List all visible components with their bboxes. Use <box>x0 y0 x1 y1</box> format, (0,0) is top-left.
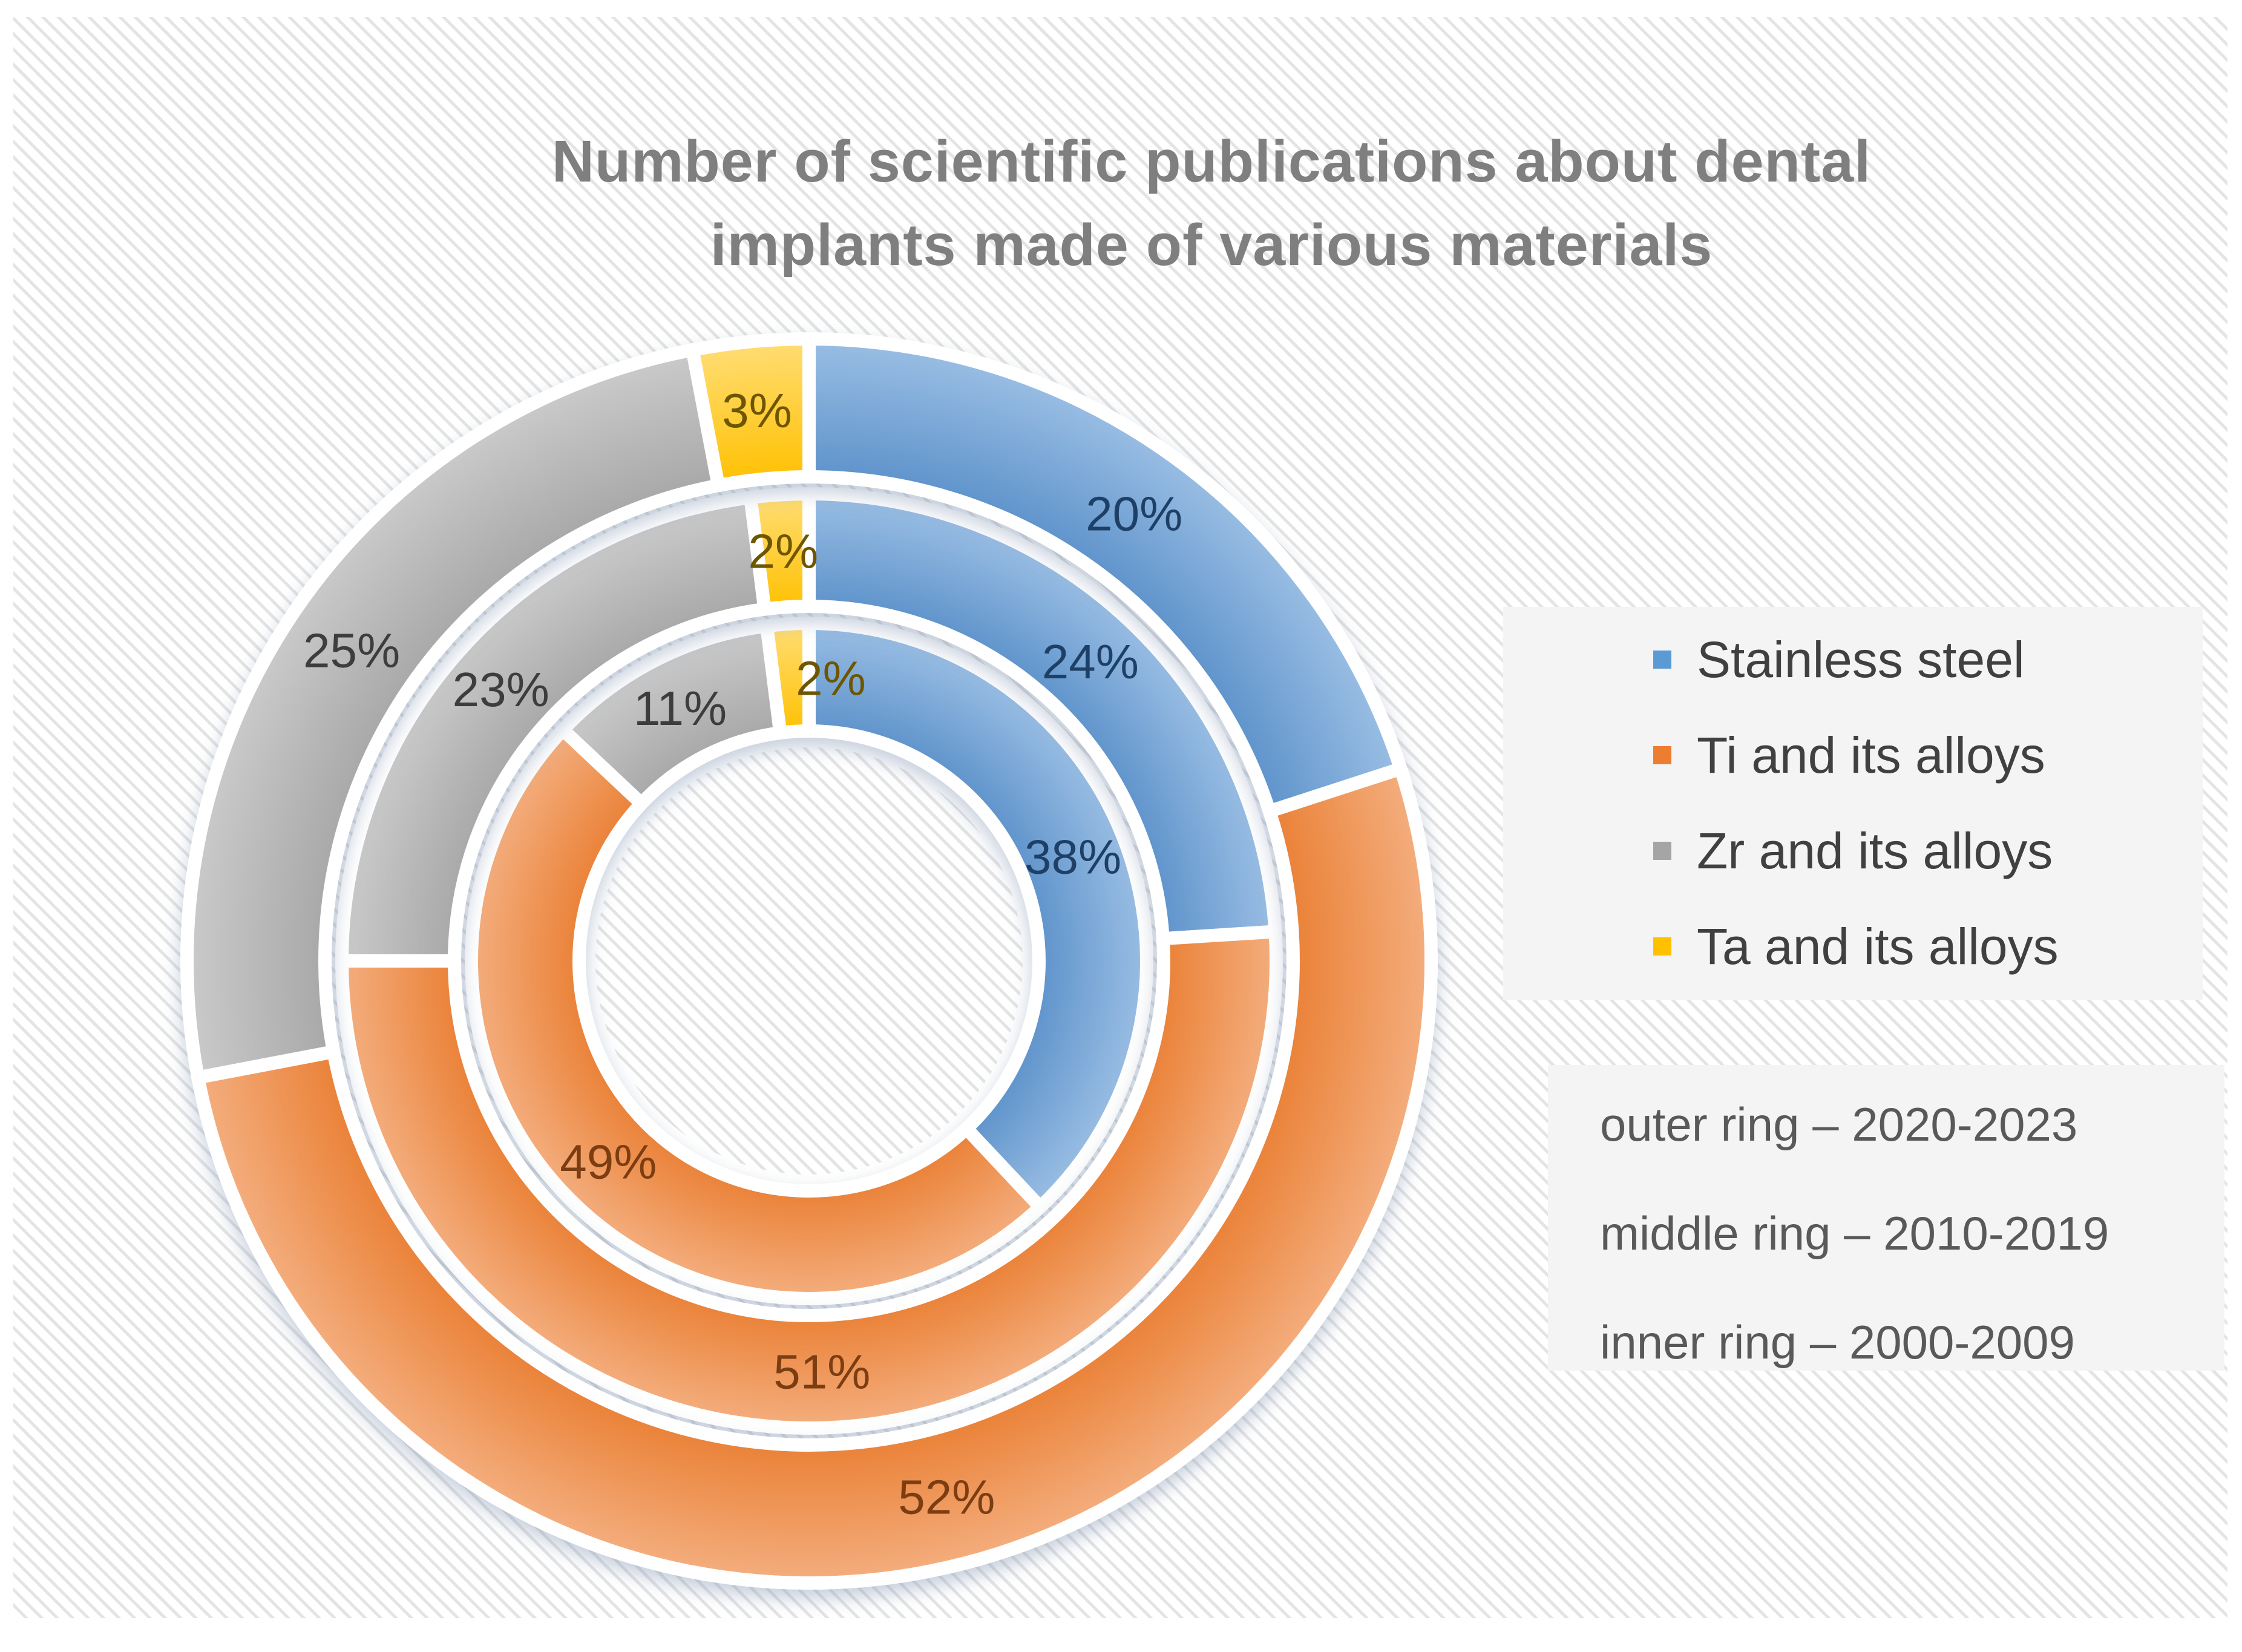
legend-item-zr-and-its-alloys: Zr and its alloys <box>1503 803 2203 899</box>
segment-outer-ti-and-its-alloys <box>191 762 1438 1590</box>
data-label: 11% <box>634 681 727 735</box>
data-label: 20% <box>1086 487 1182 541</box>
segment-middle-stainless-steel <box>802 487 1282 946</box>
ring-outer <box>180 332 1438 1590</box>
ring-notes: outer ring – 2020-2023 middle ring – 2010… <box>1548 1065 2224 1371</box>
legend-item-stainless-steel: Stainless steel <box>1503 612 2203 707</box>
ring-middle <box>335 487 1283 1435</box>
legend-item-ta-and-its-alloys: Ta and its alloys <box>1503 899 2203 994</box>
donut-chart: 38% 49% 11% 2% 24% 51% 23% 2% 20% 52% 25% 3% <box>180 332 1438 1590</box>
segment-middle-zr-and-its-alloys <box>335 491 772 968</box>
segment-middle-ti-and-its-alloys <box>335 925 1283 1435</box>
ring-note-0: outer ring – 2020-2023 <box>1600 1098 2078 1151</box>
data-label: 23% <box>453 663 549 716</box>
segment-outer-ta-and-its-alloys <box>686 332 816 493</box>
legend-marker <box>1653 746 1671 764</box>
legend: Stainless steel Ti and its alloys Zr and i… <box>1503 607 2203 1000</box>
hatched-background-panel: Number of scientific publications about … <box>13 17 2227 1618</box>
segment-inner-ti-and-its-alloys <box>465 723 1047 1305</box>
legend-label: Ta and its alloys <box>1697 917 2059 975</box>
data-label: 38% <box>1024 830 1121 883</box>
ring-note-2: inner ring – 2000-2009 <box>1600 1316 2075 1369</box>
ring-inner <box>465 617 1153 1305</box>
data-label: 2% <box>749 524 819 578</box>
legend-marker <box>1653 937 1671 955</box>
legend-label: Stainless steel <box>1697 631 2025 688</box>
data-label: 51% <box>773 1345 870 1399</box>
ring-note-1: middle ring – 2010-2019 <box>1600 1207 2109 1260</box>
hole-rim <box>577 729 1041 1193</box>
segment-inner-stainless-steel <box>802 617 1153 1214</box>
legend-marker <box>1653 651 1671 669</box>
segment-outer-zr-and-its-alloys <box>180 343 726 1084</box>
legend-label: Ti and its alloys <box>1697 726 2045 784</box>
legend-item-ti-and-its-alloys: Ti and its alloys <box>1503 707 2203 803</box>
legend-marker <box>1653 842 1671 860</box>
data-label: 25% <box>303 623 400 677</box>
data-label: 52% <box>898 1470 995 1524</box>
data-label: 49% <box>560 1135 657 1189</box>
data-labels: 38% 49% 11% 2% 24% 51% 23% 2% 20% 52% 25% 3% <box>303 384 1182 1524</box>
segment-outer-stainless-steel <box>802 332 1408 818</box>
chart-title: Number of scientific publications about … <box>551 128 1872 278</box>
segment-middle-ta-and-its-alloys <box>744 487 816 616</box>
segment-inner-ta-and-its-alloys <box>760 617 816 739</box>
legend-label: Zr and its alloys <box>1697 822 2053 879</box>
data-label: 3% <box>722 384 792 438</box>
data-label: 2% <box>796 651 866 705</box>
data-label: 24% <box>1042 635 1139 689</box>
